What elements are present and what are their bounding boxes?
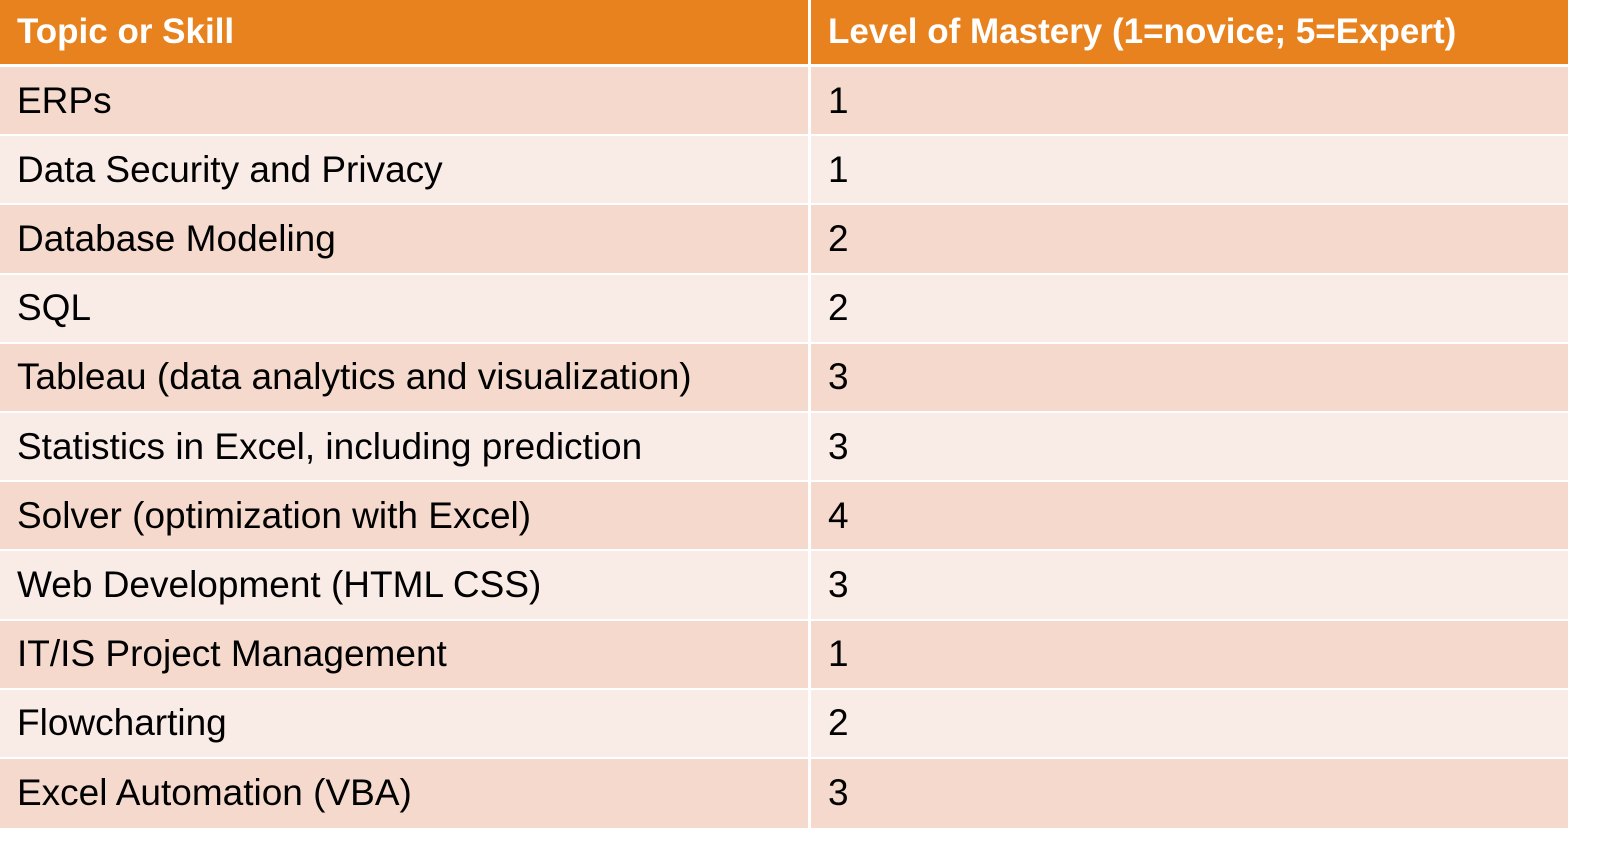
table-row: Flowcharting 2 xyxy=(0,689,1568,759)
topic-cell: Statistics in Excel, including predictio… xyxy=(0,412,811,481)
table-header-row: Topic or Skill Level of Mastery (1=novic… xyxy=(0,0,1568,67)
table-row: IT/IS Project Management 1 xyxy=(0,620,1568,690)
table-row: Statistics in Excel, including predictio… xyxy=(0,412,1568,483)
topic-cell: Flowcharting xyxy=(0,689,811,757)
topic-cell: Excel Automation (VBA) xyxy=(0,758,811,829)
table-row: Excel Automation (VBA) 3 xyxy=(0,758,1568,829)
mastery-cell: 2 xyxy=(828,287,849,329)
table-row: SQL 2 xyxy=(0,274,1568,344)
mastery-cell: 4 xyxy=(828,494,849,536)
header-mastery: Level of Mastery (1=novice; 5=Expert) xyxy=(828,12,1457,51)
mastery-cell: 3 xyxy=(828,425,849,467)
topic-cell: Database Modeling xyxy=(0,205,811,273)
mastery-cell: 3 xyxy=(828,772,849,814)
topic-cell: Web Development (HTML CSS) xyxy=(0,551,811,619)
table-row: ERPs 1 xyxy=(0,67,1568,137)
topic-cell: SQL xyxy=(0,274,811,342)
mastery-cell: 2 xyxy=(828,702,849,744)
mastery-cell: 1 xyxy=(828,79,849,121)
header-topic: Topic or Skill xyxy=(0,0,811,64)
topic-cell: Solver (optimization with Excel) xyxy=(0,482,811,550)
mastery-cell: 3 xyxy=(828,563,849,605)
mastery-cell: 1 xyxy=(828,633,849,675)
topic-cell: Tableau (data analytics and visualizatio… xyxy=(0,343,811,411)
table-row: Solver (optimization with Excel) 4 xyxy=(0,482,1568,552)
mastery-cell: 2 xyxy=(828,217,849,259)
mastery-cell: 3 xyxy=(828,356,849,398)
table-row: Database Modeling 2 xyxy=(0,205,1568,275)
topic-cell: Data Security and Privacy xyxy=(0,136,811,204)
mastery-table: Topic or Skill Level of Mastery (1=novic… xyxy=(0,0,1568,829)
mastery-cell: 1 xyxy=(828,148,849,190)
table-row: Web Development (HTML CSS) 3 xyxy=(0,551,1568,621)
topic-cell: IT/IS Project Management xyxy=(0,620,811,688)
table-row: Data Security and Privacy 1 xyxy=(0,136,1568,206)
topic-cell: ERPs xyxy=(0,67,811,135)
table-row: Tableau (data analytics and visualizatio… xyxy=(0,343,1568,413)
